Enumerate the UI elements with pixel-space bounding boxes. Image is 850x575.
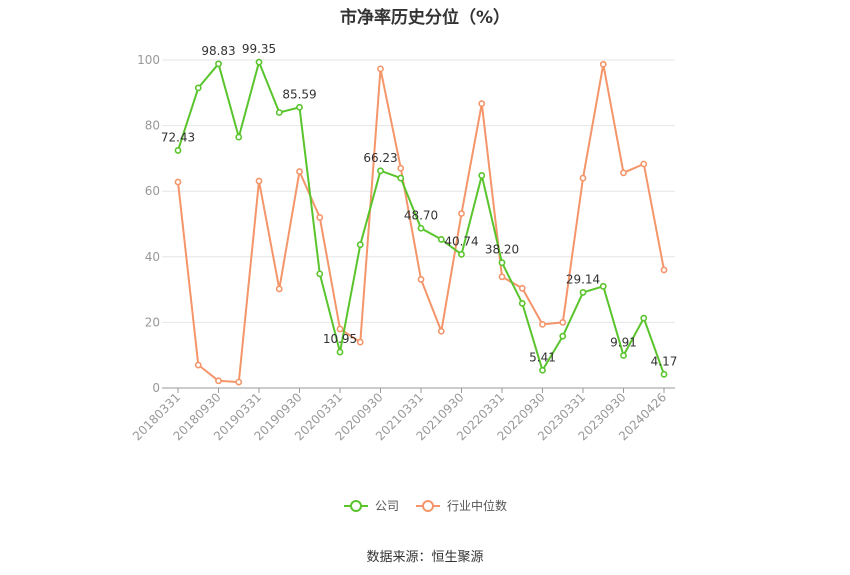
y-tick-label: 80	[145, 119, 160, 133]
industry-point	[478, 100, 486, 108]
company-data-label: 10.95	[323, 332, 357, 346]
company-point	[316, 270, 324, 278]
legend-industry-label: 行业中位数	[447, 499, 508, 513]
industry-point	[174, 178, 182, 186]
data-labels: 72.43 98.83 99.35 85.59 10.95 66.23 48.70 40.74…	[161, 42, 678, 368]
company-point	[478, 172, 486, 179]
company-point	[498, 259, 506, 267]
industry-point	[559, 318, 567, 326]
industry-point	[437, 327, 445, 335]
industry-point	[296, 168, 303, 175]
industry-point	[215, 377, 222, 385]
legend-company-marker	[343, 499, 368, 512]
industry-point	[316, 214, 324, 221]
industry-point	[518, 284, 526, 292]
legend-item-industry[interactable]: 行业中位数	[415, 497, 507, 514]
company-point	[579, 289, 587, 296]
data-source: 数据来源：恒生聚源	[366, 550, 484, 565]
company-point	[336, 348, 344, 356]
industry-point	[356, 338, 364, 346]
company-point	[640, 314, 648, 322]
industry-point	[235, 378, 243, 386]
company-data-label: 98.83	[201, 44, 235, 58]
legend-company-label: 公司	[374, 499, 399, 513]
company-point	[397, 174, 405, 182]
industry-point	[660, 266, 668, 274]
company-point	[356, 241, 364, 249]
company-point	[215, 60, 222, 68]
company-point	[255, 58, 263, 66]
axes: 0204060801002018033120180930201903312019…	[130, 53, 675, 443]
y-tick-label: 20	[145, 315, 160, 329]
company-data-label: 66.23	[363, 151, 397, 165]
industry-point	[640, 160, 648, 168]
industry-point	[458, 210, 465, 217]
series-lines	[174, 58, 668, 386]
company-data-label: 9.91	[610, 335, 637, 349]
industry-point	[539, 320, 546, 328]
y-tick-label: 0	[152, 381, 160, 395]
company-point	[620, 352, 627, 359]
company-point	[518, 299, 526, 307]
company-data-label: 40.74	[444, 234, 478, 248]
company-data-label: 4.17	[651, 354, 678, 368]
industry-point	[579, 174, 587, 182]
industry-point	[255, 177, 263, 185]
industry-point	[194, 361, 202, 369]
company-data-label: 29.14	[566, 272, 600, 286]
chart-title: 市净率历史分位（%）	[339, 8, 511, 28]
industry-point	[397, 164, 405, 172]
industry-point	[620, 169, 627, 177]
company-point	[174, 147, 182, 154]
industry-point	[377, 65, 384, 73]
company-point	[660, 370, 668, 378]
company-point	[599, 282, 607, 290]
industry-point	[275, 285, 283, 293]
industry-point	[417, 276, 425, 283]
company-point	[377, 167, 384, 175]
company-point	[458, 250, 465, 258]
y-tick-label: 40	[145, 250, 160, 264]
legend-item-company[interactable]: 公司	[343, 497, 399, 514]
company-point	[559, 332, 567, 340]
company-data-label: 99.35	[242, 42, 276, 56]
company-point	[539, 366, 546, 374]
y-tick-label: 100	[137, 53, 160, 67]
company-data-label: 5.41	[529, 350, 556, 364]
company-data-label: 38.20	[485, 243, 519, 257]
company-point	[235, 133, 243, 141]
company-data-label: 72.43	[161, 130, 195, 144]
legend: 公司 行业中位数	[0, 497, 850, 514]
company-point	[275, 109, 283, 116]
company-point	[296, 103, 303, 111]
industry-line	[177, 63, 665, 384]
y-tick-label: 60	[145, 184, 160, 198]
industry-point	[498, 273, 506, 281]
company-point	[194, 84, 202, 92]
company-point	[417, 224, 425, 232]
company-data-label: 85.59	[282, 87, 316, 101]
industry-point	[599, 60, 607, 68]
grid	[162, 59, 675, 323]
legend-industry-marker	[416, 499, 440, 512]
industry-point	[336, 325, 344, 333]
company-point	[437, 236, 445, 243]
company-data-label: 48.70	[404, 208, 438, 222]
